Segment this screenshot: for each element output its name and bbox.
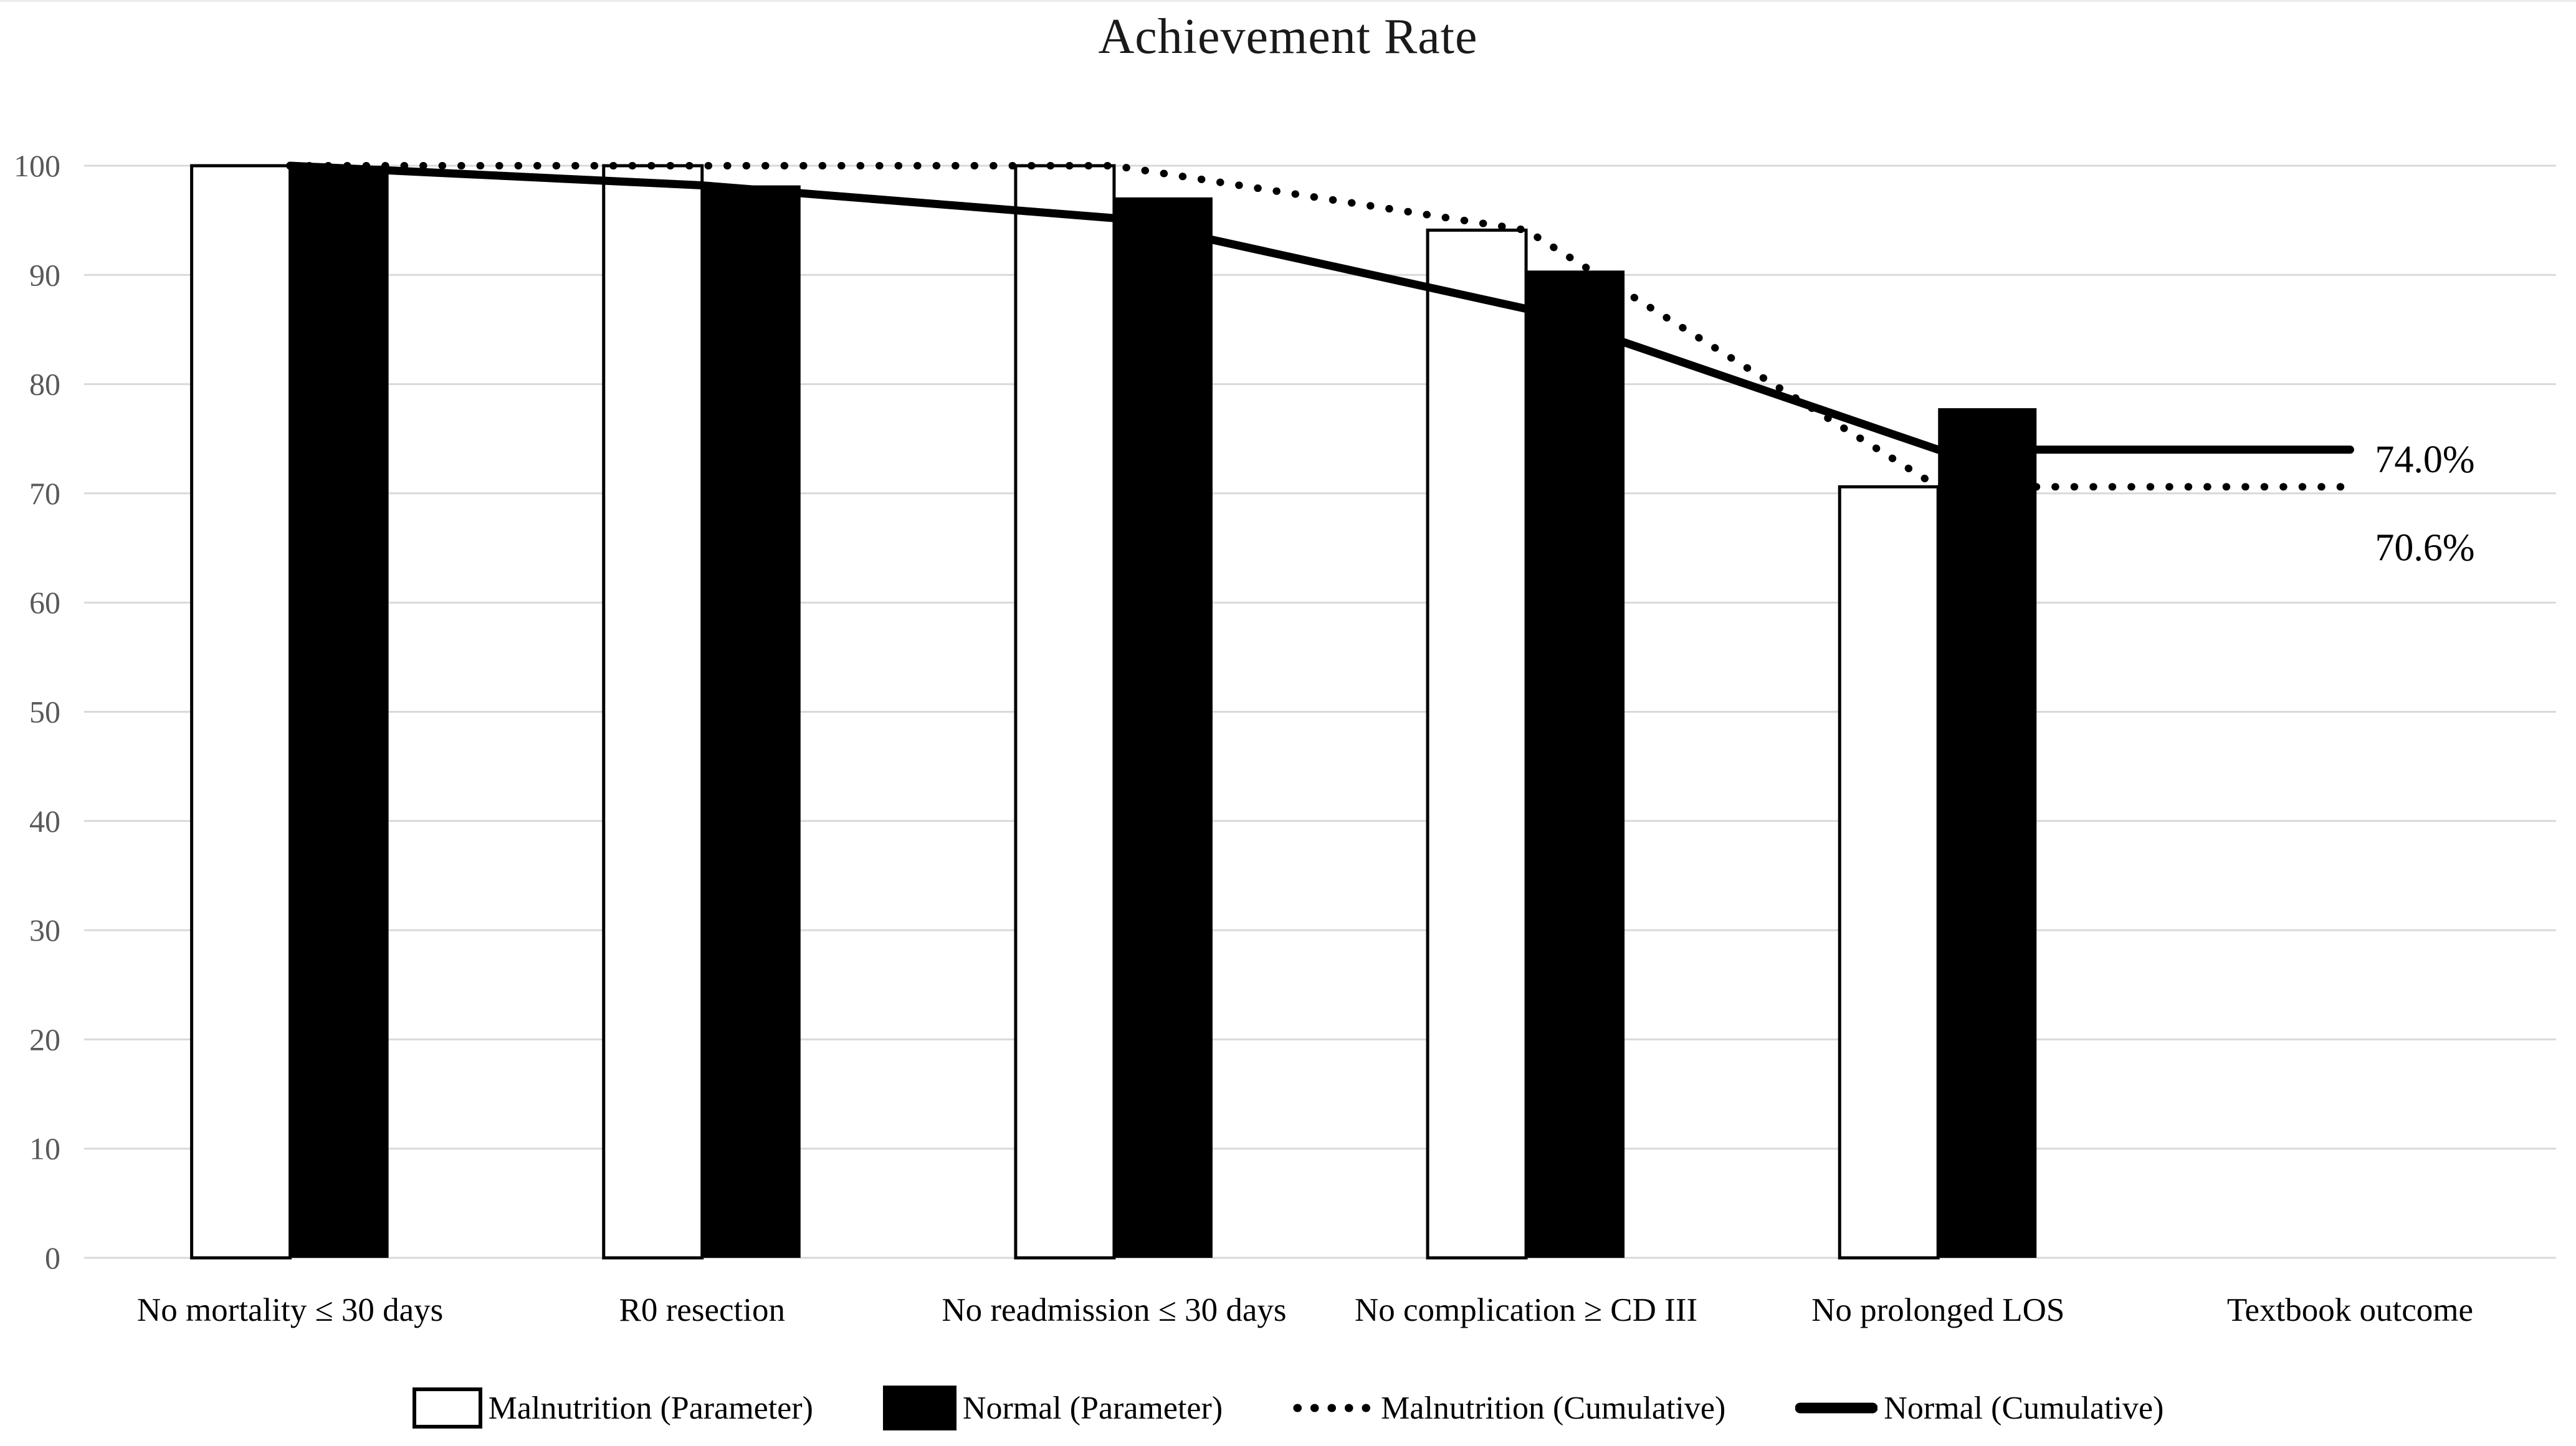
bar-malnutrition-parameter (1426, 228, 1528, 1260)
bar-normal-parameter (290, 166, 389, 1258)
legend-swatch-white-bar-icon (412, 1387, 482, 1429)
figure-top-border (0, 0, 2576, 2)
y-axis-tick-label: 30 (29, 913, 60, 948)
x-axis-category-label: Textbook outcome (2227, 1292, 2473, 1328)
legend-item-label: Malnutrition (Cumulative) (1381, 1390, 1726, 1426)
y-axis-tick-label: 10 (29, 1131, 60, 1166)
legend-item-label: Normal (Cumulative) (1884, 1390, 2164, 1426)
bar-normal-parameter (702, 185, 801, 1258)
x-axis-category-label: No readmission ≤ 30 days (942, 1292, 1286, 1328)
legend-item-label: Malnutrition (Parameter) (488, 1390, 813, 1426)
y-axis-tick-label: 90 (29, 257, 60, 292)
y-axis-tick-label: 100 (14, 148, 60, 183)
legend-item: Malnutrition (Parameter) (412, 1387, 813, 1429)
y-axis-tick-label: 40 (29, 804, 60, 839)
x-axis-category-label: No mortality ≤ 30 days (137, 1292, 443, 1328)
cumulative-end-label: 74.0% (2375, 439, 2474, 481)
y-axis-tick-label: 80 (29, 367, 60, 402)
y-axis-tick-label: 60 (29, 585, 60, 620)
legend-item: Normal (Parameter) (882, 1386, 1223, 1430)
legend: Malnutrition (Parameter) Normal (Paramete… (0, 1368, 2576, 1446)
bar-malnutrition-parameter (190, 164, 292, 1260)
y-axis-tick-label: 20 (29, 1022, 60, 1057)
y-axis-tick-label: 70 (29, 476, 60, 511)
y-axis-tick-label: 50 (29, 695, 60, 730)
bar-normal-parameter (1938, 408, 2037, 1258)
y-axis-tick-label: 0 (45, 1240, 60, 1275)
legend-item: Malnutrition (Cumulative) (1292, 1390, 1725, 1427)
legend-item-label: Normal (Parameter) (962, 1390, 1223, 1426)
legend-item: Normal (Cumulative) (1795, 1390, 2163, 1427)
legend-swatch-black-bar-icon (882, 1386, 956, 1430)
cumulative-line-malnutrition-dotted (286, 162, 2354, 491)
x-axis-category-label: R0 resection (619, 1292, 785, 1328)
x-axis-category-label: No complication ≥ CD III (1355, 1292, 1697, 1328)
bar-normal-parameter (1114, 197, 1213, 1258)
legend-swatch-dotted-line-icon (1292, 1396, 1375, 1420)
legend-swatch-solid-line-icon (1795, 1396, 1878, 1420)
bar-malnutrition-parameter (602, 164, 704, 1260)
cumulative-line-normal-solid (286, 161, 2354, 454)
bar-malnutrition-parameter (1014, 164, 1116, 1260)
bar-normal-parameter (1526, 270, 1625, 1258)
chart-title: Achievement Rate (1098, 9, 1478, 64)
cumulative-end-label: 70.6% (2375, 526, 2474, 569)
bar-malnutrition-parameter (1838, 485, 1940, 1260)
x-axis-category-label: No prolonged LOS (1811, 1292, 2064, 1328)
